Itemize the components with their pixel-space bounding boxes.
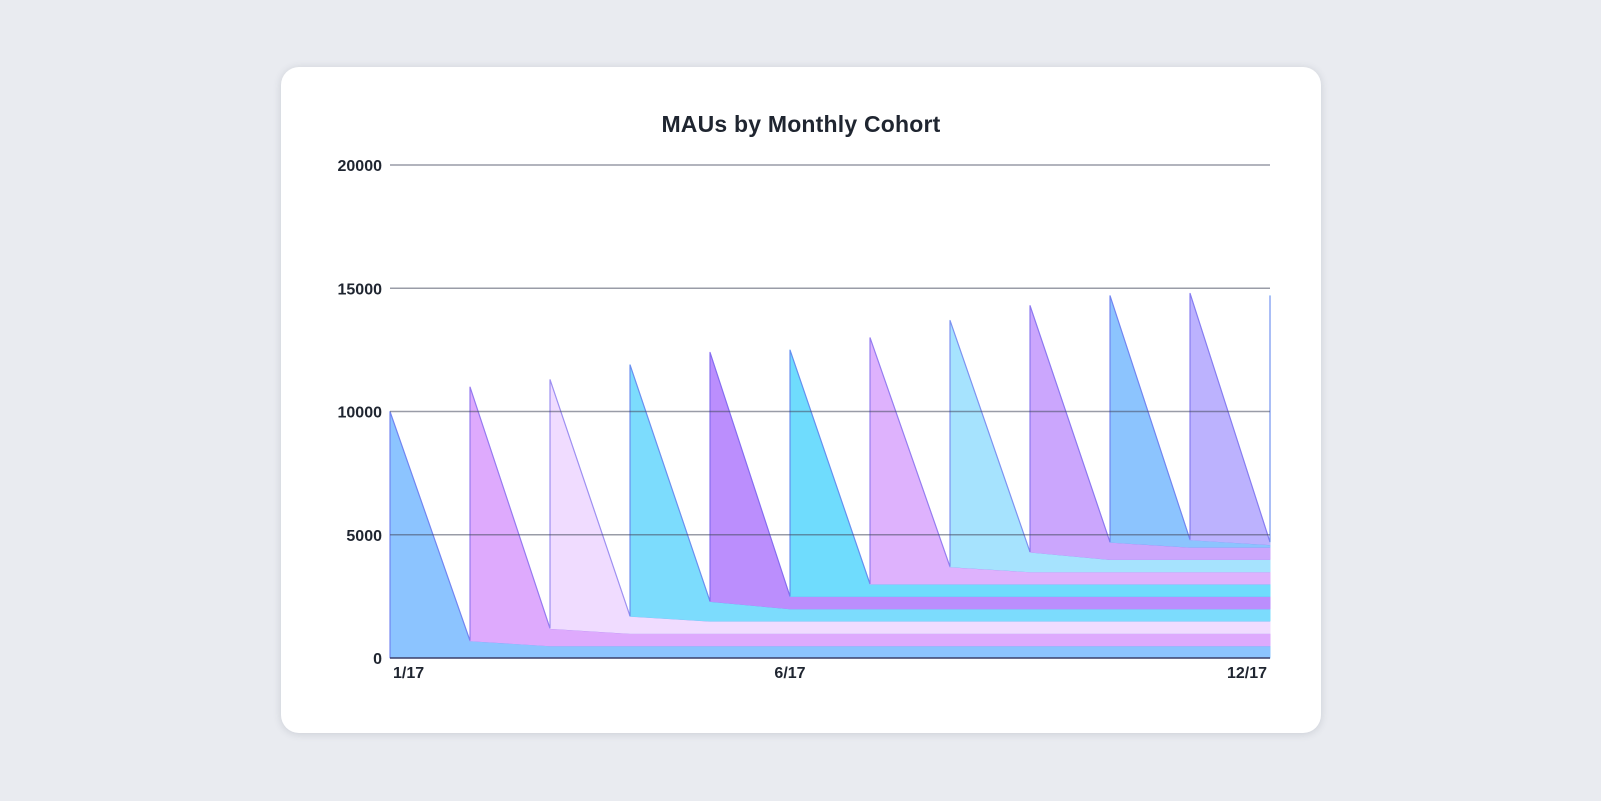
y-tick-label: 5000	[346, 528, 382, 545]
gridlines	[390, 164, 1270, 659]
y-tick-label: 10000	[338, 405, 383, 422]
x-tick-label: 6/17	[774, 665, 805, 682]
x-tick-label: 1/17	[393, 665, 424, 682]
chart-title: MAUs by Monthly Cohort	[661, 111, 941, 137]
y-tick-label: 15000	[338, 281, 383, 298]
y-axis: 0 5000 10000 15000 20000	[338, 158, 383, 668]
x-axis: 1/17 6/17 12/17	[393, 665, 1267, 682]
y-tick-label: 0	[373, 651, 382, 668]
chart-plot: 0 5000 10000 15000 20000 1/17 6/17 12/17	[338, 158, 1271, 682]
chart-card: MAUs by Monthly Cohort 0 5000 10000 15000 20…	[281, 67, 1321, 733]
series-areas	[389, 292, 1271, 659]
y-tick-label: 20000	[338, 158, 383, 175]
cohort-edge-11	[1189, 293, 1271, 543]
x-tick-label: 12/17	[1227, 665, 1267, 682]
